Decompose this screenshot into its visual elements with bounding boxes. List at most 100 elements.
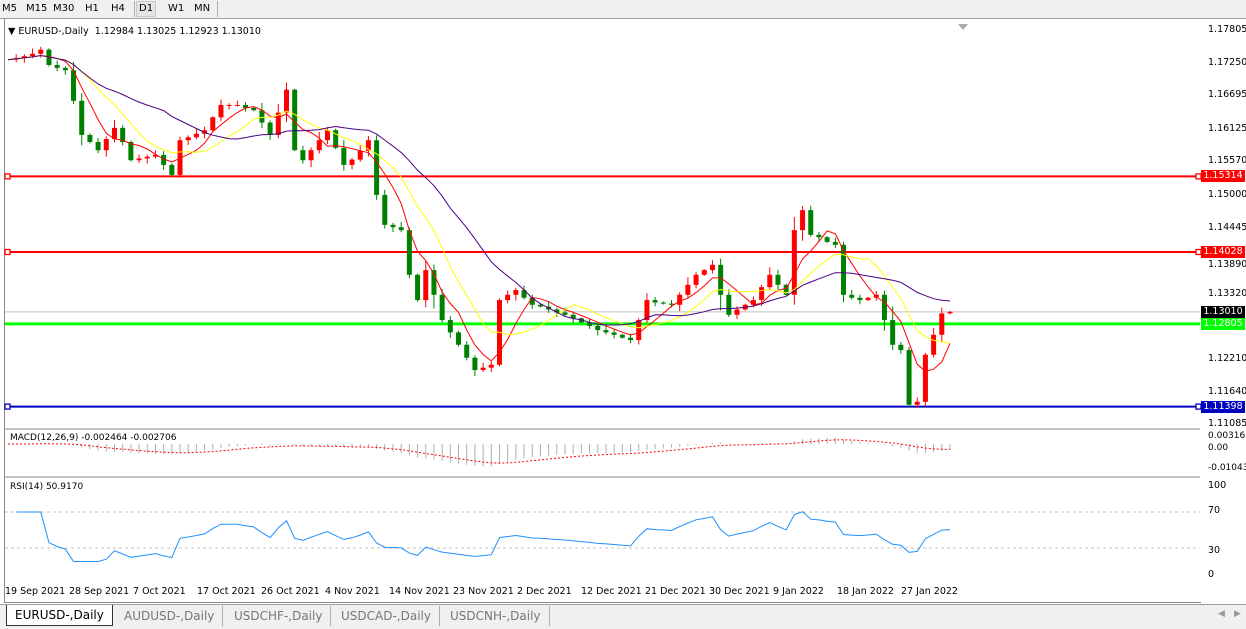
bearish-candle xyxy=(62,67,68,71)
date-tick: 9 Jan 2022 xyxy=(773,586,824,597)
date-tick: 23 Nov 2021 xyxy=(453,586,514,597)
bearish-candle xyxy=(267,122,273,135)
bearish-candle xyxy=(472,357,478,371)
bullish-candle xyxy=(693,274,699,285)
bearish-candle xyxy=(726,294,732,315)
rsi-axis-100: 100 xyxy=(1208,480,1227,491)
bullish-candle xyxy=(644,300,650,321)
timeframe-m5[interactable]: M5 xyxy=(2,3,17,14)
bullish-candle xyxy=(226,104,232,106)
tab-usdcad[interactable]: USDCAD-,Daily xyxy=(333,606,440,626)
bullish-candle xyxy=(103,139,109,151)
tab-audusd[interactable]: AUDUSD-,Daily xyxy=(116,606,224,626)
bullish-candle xyxy=(202,130,208,134)
bearish-candle xyxy=(456,332,462,345)
timeframe-m30[interactable]: M30 xyxy=(53,3,75,14)
symbol-label: EURUSD-,Daily xyxy=(18,26,89,37)
date-tick: 17 Oct 2021 xyxy=(197,586,256,597)
date-tick: 19 Sep 2021 xyxy=(5,586,66,597)
ohlc-values: 1.12984 1.13025 1.12923 1.13010 xyxy=(94,26,261,37)
bullish-candle xyxy=(505,294,511,301)
bearish-candle xyxy=(554,309,560,313)
bullish-candle xyxy=(734,309,740,315)
bearish-candle xyxy=(562,312,568,315)
bearish-candle xyxy=(251,107,257,111)
bearish-candle xyxy=(628,337,634,341)
bearish-candle xyxy=(95,141,101,151)
moving-average-5 xyxy=(7,54,951,372)
toolbar-separator xyxy=(217,1,218,17)
bullish-candle xyxy=(488,364,494,368)
bearish-candle xyxy=(333,130,339,148)
bearish-candle xyxy=(390,224,396,228)
price-tick: 1.11085 xyxy=(1208,418,1246,429)
date-tick: 2 Dec 2021 xyxy=(517,586,572,597)
bullish-candle xyxy=(349,159,355,165)
date-tick: 26 Oct 2021 xyxy=(261,586,320,597)
bearish-candle xyxy=(595,325,601,331)
level-anchor-handle xyxy=(4,403,11,410)
tab-eurusd[interactable]: EURUSD-,Daily xyxy=(6,605,113,626)
macd-signal-line xyxy=(8,439,951,464)
bearish-candle xyxy=(611,332,617,335)
timeframe-mn[interactable]: MN xyxy=(194,3,211,14)
timeframe-d1[interactable]: D1 xyxy=(136,1,157,17)
bearish-candle xyxy=(808,210,814,235)
rsi-line xyxy=(16,511,951,562)
tab-usdchf[interactable]: USDCHF-,Daily xyxy=(226,606,332,626)
bearish-candle xyxy=(898,344,904,351)
level-price-tag: 1.12805 xyxy=(1201,317,1245,330)
date-tick: 27 Jan 2022 xyxy=(901,586,958,597)
bullish-candle xyxy=(709,264,715,271)
timeframe-h4[interactable]: H4 xyxy=(111,3,125,14)
bearish-candle xyxy=(881,294,887,321)
bullish-candle xyxy=(759,287,765,301)
bullish-candle xyxy=(767,274,773,288)
bullish-candle xyxy=(865,297,871,301)
bullish-candle xyxy=(218,104,224,118)
timeframe-toolbar: M5 M15 M30 H1 H4 D1 W1 MN xyxy=(0,0,1246,19)
bullish-candle xyxy=(38,49,44,54)
scroll-left-icon[interactable]: ◀ xyxy=(1218,609,1225,619)
timeframe-w1[interactable]: W1 xyxy=(168,3,185,14)
macd-axis-max: 0.003165 xyxy=(1208,431,1246,441)
bearish-candle xyxy=(849,294,855,298)
scroll-right-icon[interactable]: ▶ xyxy=(1234,609,1241,619)
timeframe-m15[interactable]: M15 xyxy=(26,3,48,14)
chart-frame xyxy=(4,19,1201,603)
bullish-candle xyxy=(677,294,683,305)
rsi-axis-30: 30 xyxy=(1208,545,1221,556)
bearish-candle xyxy=(816,234,822,238)
bullish-candle xyxy=(152,154,158,157)
collapse-triangle-icon[interactable]: ▼ xyxy=(8,26,16,37)
bearish-candle xyxy=(906,350,912,405)
current-price-tag: 1.13010 xyxy=(1201,305,1245,318)
rsi-axis-70: 70 xyxy=(1208,505,1221,516)
bearish-candle xyxy=(668,303,674,305)
bullish-candle xyxy=(357,150,363,160)
rsi-axis-0: 0 xyxy=(1208,569,1215,580)
bullish-candle xyxy=(185,137,191,141)
timeframe-h1[interactable]: H1 xyxy=(85,3,99,14)
bearish-candle xyxy=(120,127,126,142)
scroll-marker-icon[interactable] xyxy=(958,24,968,30)
bearish-candle xyxy=(71,70,77,101)
bullish-candle xyxy=(193,133,199,138)
bullish-candle xyxy=(800,210,806,231)
bearish-candle xyxy=(382,194,388,225)
bullish-candle xyxy=(947,311,953,314)
price-tick: 1.15000 xyxy=(1208,188,1246,200)
level-price-tag: 1.15314 xyxy=(1201,170,1245,183)
bearish-candle xyxy=(890,320,896,345)
moving-average-20 xyxy=(7,54,951,326)
bullish-candle xyxy=(284,89,290,113)
tab-usdcnh[interactable]: USDCNH-,Daily xyxy=(442,606,550,626)
bearish-candle xyxy=(537,304,543,307)
price-tick: 1.15570 xyxy=(1208,155,1246,167)
price-tick: 1.12210 xyxy=(1208,352,1246,364)
bearish-candle xyxy=(857,297,863,301)
bullish-candle xyxy=(636,320,642,341)
bullish-candle xyxy=(365,140,371,151)
macd-axis-min: -0.010431 xyxy=(1208,463,1246,473)
